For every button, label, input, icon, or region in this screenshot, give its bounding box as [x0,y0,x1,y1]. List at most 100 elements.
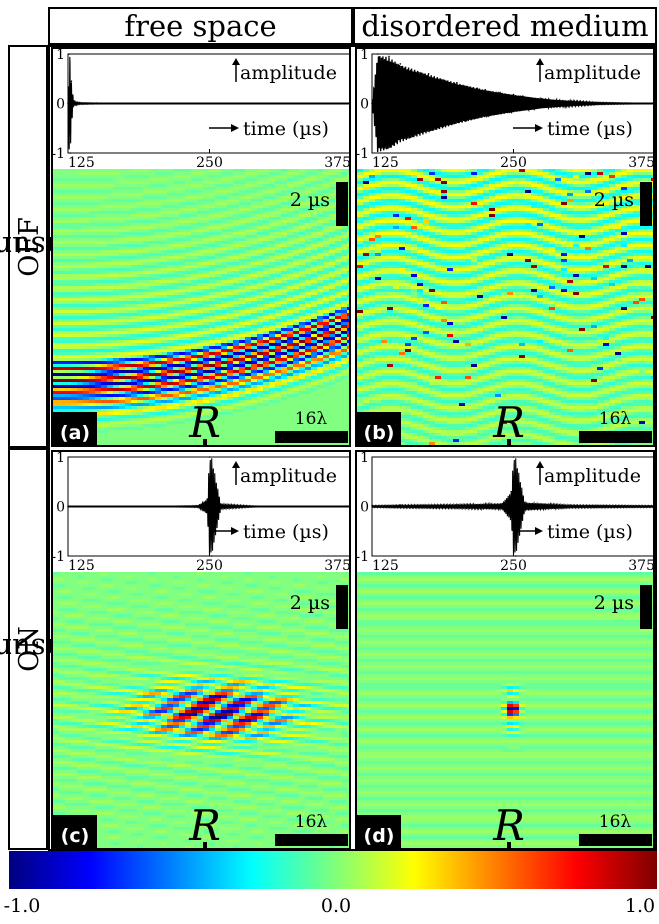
wavefield-cell [317,241,323,244]
wavefield-cell [329,367,335,370]
wavefield-cell [543,205,549,208]
wavefield-cell [281,259,287,262]
wavefield-cell [519,238,525,241]
wavefield-cell [131,181,137,184]
wavefield-cell [101,265,107,268]
wavefield-cell [447,247,453,250]
wavefield-cell [107,280,113,283]
wavefield-cell [323,265,329,268]
wavefield-cell [239,301,245,304]
wavefield-cell [531,265,537,268]
wavefield-cell [167,316,173,319]
wavefield-cell [113,187,119,190]
wavefield-cell [537,196,543,199]
wavefield-cell [101,178,107,181]
wavefield-cell [347,247,349,250]
wavefield-cell [299,265,305,268]
wavefield-cell [323,355,329,358]
wavefield-cell [381,202,387,205]
wavefield-cell [257,199,263,202]
wavefield-cell [531,256,537,259]
wavefield-cell [633,187,639,190]
wavefield-cell [305,337,311,340]
wavefield-cell [411,220,417,223]
wavefield-cell [149,310,155,313]
wavefield-cell [579,220,585,223]
wavefield-cell [89,340,95,343]
wavefield-cell [441,238,447,241]
wavefield-cell [239,409,245,412]
wavefield-cell [83,172,89,175]
wavefield-cell [405,250,411,253]
wavefield-cell [293,337,299,340]
wavefield-cell [107,256,113,259]
wavefield-cell [95,337,101,340]
wavefield-cell [411,259,417,262]
wavefield-cell [233,181,239,184]
wavefield-cell [71,298,77,301]
wavefield-cell [227,376,233,379]
wavefield-cell [597,190,603,193]
wavefield-cell [585,220,591,223]
wavefield-cell [131,211,137,214]
wavefield-cell [477,172,483,175]
wavefield-cell [651,172,653,175]
wavefield-cell [357,202,363,205]
wavefield-cell [71,334,77,337]
wavefield-cell [197,337,203,340]
wavefield-cell [311,316,317,319]
wavefield-cell [209,226,215,229]
row-header-label: metasurface ON [0,626,119,672]
wavefield-cell [215,202,221,205]
wavefield-cell [143,292,149,295]
wavefield-cell [459,172,465,175]
wavefield-cell [227,316,233,319]
wavefield-cell [335,334,341,337]
wavefield-cell [131,379,137,382]
wavefield-cell [387,286,393,289]
wavefield-cell [311,325,317,328]
wavefield-cell [501,259,507,262]
wavefield-cell [597,193,603,196]
wavefield-cell [251,301,257,304]
wavefield-cell [549,268,555,271]
wavefield-cell [323,184,329,187]
wavefield-cell [263,298,269,301]
wavefield-cell [507,259,513,262]
wavefield-cell [245,310,251,313]
wavefield-cell [65,316,71,319]
wavefield-cell [95,247,101,250]
wavefield-cell [591,199,597,202]
wavefield-cell [95,298,101,301]
wavefield-cell [113,307,119,310]
wavefield-cell [209,343,215,346]
wavefield-cell [597,268,603,271]
wavefield-cell [585,208,591,211]
wavefield-cell [209,307,215,310]
wavefield-cell [459,217,465,220]
wavefield-cell [215,196,221,199]
wavefield-cell [269,298,275,301]
wavefield-cell [113,286,119,289]
wavefield-cell [567,268,573,271]
wavefield-cell [447,229,453,232]
wavefield-cell [347,313,349,316]
wavefield-cell [101,355,107,358]
wavefield-cell [107,328,113,331]
wavefield-cell [245,259,251,262]
wavefield-cell [77,409,83,412]
wavefield-cell [329,286,335,289]
wavefield-cell [299,220,305,223]
wavefield-cell [173,349,179,352]
wavefield-cell [149,295,155,298]
wavefield-cell [555,181,561,184]
wavefield-cell [185,412,191,415]
wavefield-cell [89,364,95,367]
wavefield-cell [203,364,209,367]
wavefield-cell [513,274,519,277]
wavefield-cell [305,334,311,337]
wavefield-cell [155,202,161,205]
wavefield-cell [221,295,227,298]
wavefield-cell [507,280,513,283]
wavefield-cell [209,208,215,211]
